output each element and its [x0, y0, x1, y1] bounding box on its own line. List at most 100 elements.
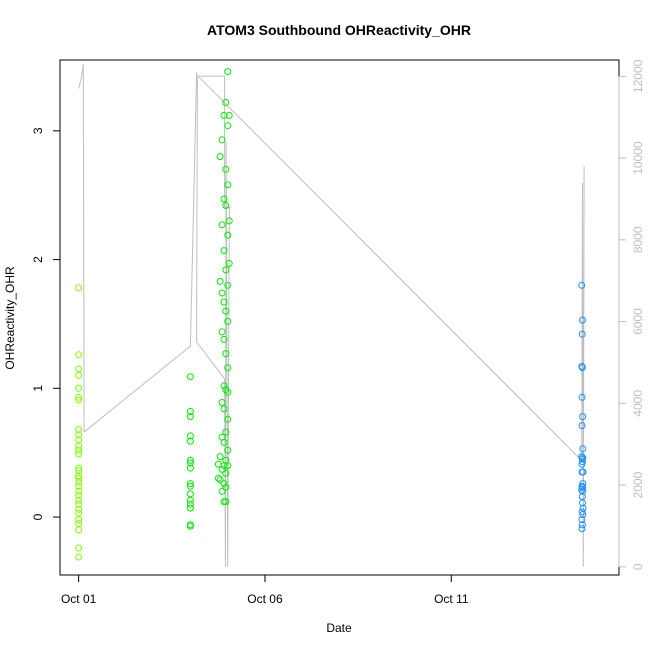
data-point-s2-20 — [578, 486, 586, 494]
data-point-s1-37 — [222, 307, 230, 315]
data-point-s1-66 — [222, 498, 230, 506]
data-point-s0-0 — [75, 284, 83, 292]
y-left-tick-label-1: 1 — [31, 385, 45, 392]
data-point-s0-22 — [75, 500, 83, 508]
data-point-s1-9 — [186, 482, 194, 490]
data-point-s1-52 — [224, 446, 232, 454]
data-point-s0-25 — [75, 516, 83, 524]
data-point-s1-63 — [222, 483, 230, 491]
data-point-s1-22 — [216, 153, 224, 161]
data-point-s0-5 — [75, 393, 83, 401]
data-point-s2-27 — [578, 516, 586, 524]
data-point-s0-19 — [75, 487, 83, 495]
data-point-s0-11 — [75, 446, 83, 454]
data-point-s0-23 — [75, 505, 83, 513]
y-left-tick-label-2: 2 — [31, 256, 45, 263]
data-point-s1-6 — [186, 459, 194, 467]
data-point-s1-12 — [186, 500, 194, 508]
data-point-s0-12 — [75, 450, 83, 458]
data-point-s1-11 — [186, 496, 194, 504]
y-right-tick-label-2000: 2000 — [631, 471, 645, 498]
data-point-s2-11 — [578, 455, 586, 463]
y-right-tick-label-6000: 6000 — [631, 308, 645, 335]
data-point-s1-4 — [186, 437, 194, 445]
data-point-s1-32 — [222, 266, 230, 274]
data-point-s1-43 — [220, 382, 228, 390]
data-point-s0-7 — [75, 426, 83, 433]
data-point-s1-15 — [186, 521, 194, 529]
data-point-s0-18 — [75, 482, 83, 490]
data-point-s0-9 — [75, 436, 83, 444]
data-point-s1-34 — [224, 281, 232, 289]
data-point-s1-58 — [218, 465, 226, 473]
data-point-s1-30 — [220, 247, 228, 255]
data-point-s1-62 — [220, 480, 228, 488]
data-point-s1-18 — [225, 111, 233, 119]
chart-title: ATOM3 Southbound OHReactivity_OHR — [207, 22, 471, 38]
data-point-s1-38 — [224, 317, 232, 325]
data-point-s1-23 — [222, 165, 230, 173]
data-point-s1-1 — [186, 408, 194, 415]
y-axis-left: 0 1 2 3 — [31, 127, 61, 520]
data-point-s1-61 — [216, 476, 224, 484]
data-point-s2-28 — [578, 521, 586, 529]
data-point-s1-36 — [220, 298, 228, 306]
data-point-s0-24 — [75, 509, 83, 517]
data-point-s0-20 — [75, 491, 83, 499]
data-point-s2-1 — [579, 316, 586, 324]
x-axis-label: Date — [326, 621, 352, 635]
data-point-s1-57 — [224, 462, 232, 470]
data-point-s2-5 — [578, 393, 586, 401]
data-point-s1-24 — [224, 181, 232, 189]
data-point-s1-31 — [225, 259, 233, 267]
data-point-s2-12 — [579, 458, 586, 466]
data-point-s2-4 — [578, 364, 586, 372]
data-point-s1-49 — [222, 428, 230, 436]
data-point-s0-8 — [75, 431, 83, 439]
data-point-s0-17 — [75, 478, 83, 486]
data-point-s1-27 — [225, 217, 233, 225]
data-point-s1-20 — [224, 122, 232, 130]
data-point-s1-45 — [224, 388, 232, 396]
data-point-s1-13 — [186, 504, 194, 512]
data-point-s2-26 — [579, 511, 587, 518]
data-point-s0-1 — [75, 351, 83, 359]
data-point-s1-8 — [186, 480, 194, 488]
data-point-s2-29 — [578, 525, 586, 533]
plot-frame — [59, 59, 620, 576]
data-point-s2-8 — [579, 445, 587, 453]
data-point-s0-6 — [75, 396, 83, 404]
y-right-tick-label-10000: 10000 — [631, 141, 645, 175]
data-point-s1-53 — [216, 453, 224, 461]
data-point-s1-60 — [214, 474, 222, 482]
data-point-s0-2 — [75, 365, 83, 373]
data-point-s0-4 — [75, 384, 83, 392]
data-point-s2-6 — [579, 413, 587, 421]
data-point-s0-27 — [75, 526, 83, 534]
data-point-s1-42 — [224, 364, 232, 372]
y-right-tick-label-0: 0 — [631, 563, 645, 570]
data-point-s2-23 — [579, 499, 586, 507]
data-point-s1-26 — [222, 202, 230, 209]
data-point-s0-10 — [75, 442, 83, 450]
data-point-s2-7 — [578, 422, 586, 430]
data-point-s2-21 — [579, 487, 587, 495]
data-point-s2-15 — [578, 468, 586, 476]
data-point-s1-51 — [220, 438, 228, 446]
data-point-s1-39 — [218, 328, 226, 336]
data-point-s1-48 — [224, 415, 232, 423]
data-point-s1-10 — [186, 490, 194, 498]
y-right-tick-label-8000: 8000 — [631, 226, 645, 253]
y-right-tick-label-4000: 4000 — [631, 390, 645, 417]
x-tick-label-1: Oct 06 — [247, 592, 283, 606]
data-point-s0-29 — [75, 553, 83, 561]
y-left-tick-label-3: 3 — [31, 127, 45, 134]
data-point-s1-16 — [224, 68, 232, 76]
data-point-s1-25 — [220, 195, 228, 203]
data-point-s1-7 — [186, 464, 194, 472]
data-point-s1-29 — [224, 231, 232, 239]
data-point-s0-13 — [75, 464, 83, 472]
data-point-s1-35 — [218, 289, 226, 297]
y-axis-right: 0 2000 4000 6000 8000 10000 12000 — [618, 59, 645, 570]
data-point-s1-28 — [218, 221, 226, 229]
